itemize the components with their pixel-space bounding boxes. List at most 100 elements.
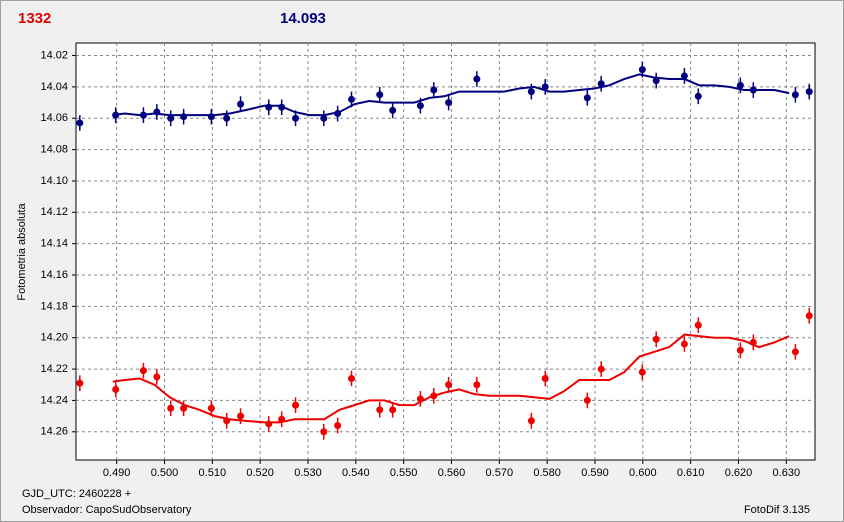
data-point bbox=[473, 381, 481, 389]
y-tick-label: 14.10 bbox=[40, 175, 68, 187]
data-point bbox=[416, 395, 424, 403]
data-point bbox=[292, 114, 300, 122]
x-tick-label: 0.600 bbox=[629, 467, 657, 479]
data-point bbox=[320, 114, 328, 122]
x-tick-label: 0.510 bbox=[199, 467, 227, 479]
data-point bbox=[112, 111, 120, 119]
data-point bbox=[638, 66, 646, 74]
y-tick-label: 14.12 bbox=[40, 206, 68, 218]
y-tick-label: 14.02 bbox=[40, 49, 68, 61]
data-point bbox=[389, 106, 397, 114]
data-point bbox=[694, 92, 702, 100]
data-point bbox=[320, 428, 328, 436]
data-point bbox=[527, 88, 535, 96]
data-point bbox=[445, 99, 453, 107]
fit-line bbox=[112, 73, 790, 117]
data-point bbox=[223, 417, 231, 425]
data-point bbox=[180, 113, 188, 121]
x-tick-label: 0.590 bbox=[581, 467, 609, 479]
data-point bbox=[541, 374, 549, 382]
x-tick-label: 0.500 bbox=[151, 467, 179, 479]
footer-version: FotoDif 3.135 bbox=[744, 504, 810, 516]
data-point bbox=[749, 338, 757, 346]
data-point bbox=[76, 379, 84, 387]
data-point bbox=[736, 346, 744, 354]
y-tick-label: 14.04 bbox=[40, 81, 68, 93]
x-tick-label: 0.540 bbox=[342, 467, 370, 479]
x-tick-label: 0.580 bbox=[533, 467, 561, 479]
data-point bbox=[180, 404, 188, 412]
x-tick-label: 0.530 bbox=[294, 467, 322, 479]
data-point bbox=[265, 420, 273, 428]
y-tick-label: 14.24 bbox=[40, 394, 68, 406]
data-point bbox=[167, 114, 175, 122]
y-tick-label: 14.26 bbox=[40, 426, 68, 438]
readout-left: 1332 bbox=[18, 10, 51, 27]
data-point bbox=[334, 110, 342, 118]
data-point bbox=[376, 91, 384, 99]
data-point bbox=[430, 392, 438, 400]
y-tick-label: 14.08 bbox=[40, 144, 68, 156]
data-point bbox=[430, 86, 438, 94]
fit-line bbox=[112, 333, 790, 424]
y-tick-label: 14.20 bbox=[40, 332, 68, 344]
data-point bbox=[292, 401, 300, 409]
footer-observer: Observador: CapoSudObservatory bbox=[22, 504, 192, 516]
y-tick-label: 14.14 bbox=[40, 238, 68, 250]
x-tick-label: 0.630 bbox=[773, 467, 801, 479]
data-point bbox=[597, 365, 605, 373]
data-point bbox=[445, 381, 453, 389]
data-point bbox=[473, 75, 481, 83]
x-tick-label: 0.570 bbox=[486, 467, 514, 479]
data-point bbox=[207, 113, 215, 121]
data-point bbox=[652, 77, 660, 85]
data-point bbox=[237, 412, 245, 420]
data-point bbox=[167, 404, 175, 412]
data-point bbox=[223, 114, 231, 122]
data-point bbox=[527, 417, 535, 425]
data-point bbox=[139, 111, 147, 119]
data-point bbox=[112, 385, 120, 393]
data-point bbox=[265, 103, 273, 111]
footer-date: GJD_UTC: 2460228 + bbox=[22, 488, 131, 500]
data-point bbox=[278, 415, 286, 423]
data-point bbox=[207, 404, 215, 412]
data-point bbox=[638, 368, 646, 376]
data-point bbox=[334, 422, 342, 430]
data-point bbox=[583, 94, 591, 102]
data-point bbox=[416, 102, 424, 110]
data-point bbox=[791, 348, 799, 356]
y-tick-label: 14.22 bbox=[40, 363, 68, 375]
data-point bbox=[652, 335, 660, 343]
data-point bbox=[76, 119, 84, 127]
data-point bbox=[237, 100, 245, 108]
data-point bbox=[541, 83, 549, 91]
data-point bbox=[389, 406, 397, 414]
x-tick-label: 0.490 bbox=[103, 467, 131, 479]
data-point bbox=[278, 103, 286, 111]
x-tick-label: 0.560 bbox=[438, 467, 466, 479]
data-point bbox=[694, 321, 702, 329]
x-tick-label: 0.550 bbox=[390, 467, 418, 479]
data-point bbox=[348, 95, 356, 103]
data-point bbox=[680, 72, 688, 80]
x-tick-label: 0.610 bbox=[677, 467, 705, 479]
y-tick-label: 14.16 bbox=[40, 269, 68, 281]
y-tick-label: 14.18 bbox=[40, 300, 68, 312]
x-tick-label: 0.520 bbox=[246, 467, 274, 479]
data-point bbox=[680, 340, 688, 348]
data-point bbox=[805, 88, 813, 96]
y-tick-label: 14.06 bbox=[40, 112, 68, 124]
x-tick-label: 0.620 bbox=[725, 467, 753, 479]
data-point bbox=[153, 108, 161, 116]
readout-right: 14.093 bbox=[280, 10, 326, 27]
data-point bbox=[749, 86, 757, 94]
data-point bbox=[376, 406, 384, 414]
data-point bbox=[348, 374, 356, 382]
data-point bbox=[583, 396, 591, 404]
data-point bbox=[805, 312, 813, 320]
data-point bbox=[139, 367, 147, 375]
plot-area bbox=[75, 42, 816, 461]
